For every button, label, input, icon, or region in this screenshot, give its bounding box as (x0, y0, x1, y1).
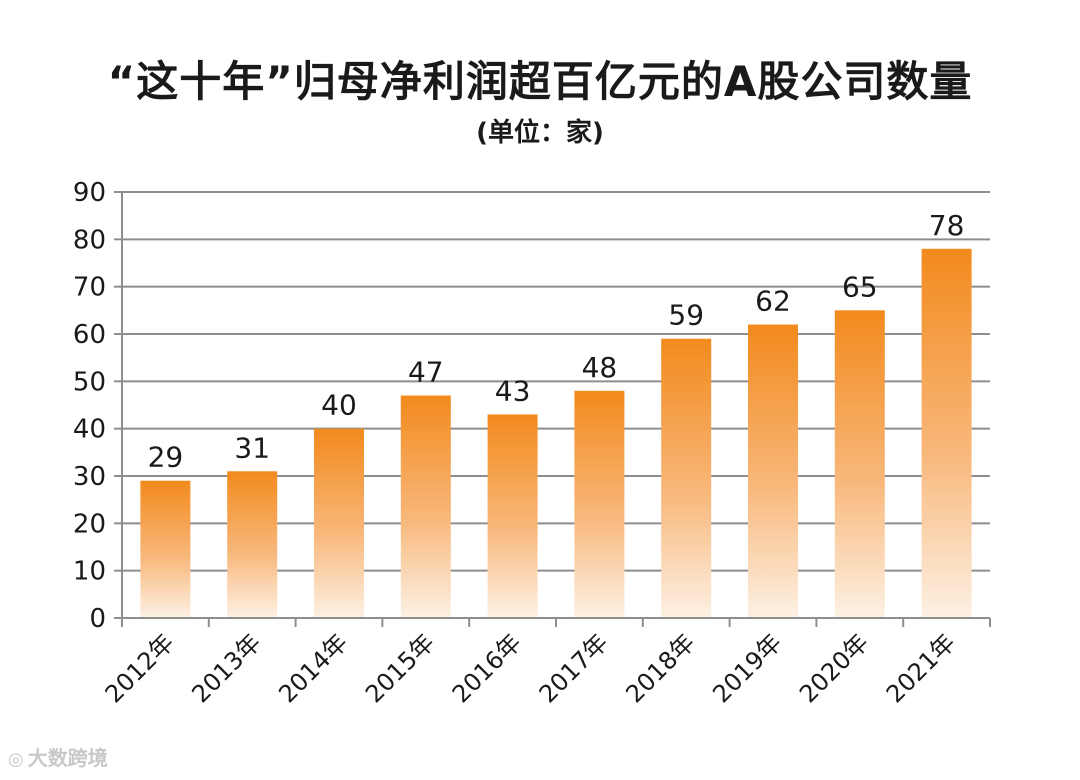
y-tick-label: 50 (73, 367, 106, 397)
y-tick-label: 30 (73, 462, 106, 492)
bar (574, 390, 625, 618)
data-label: 62 (755, 285, 791, 318)
data-label: 29 (148, 441, 184, 474)
data-label: 40 (321, 389, 357, 422)
bar (921, 248, 972, 619)
y-tick-label: 60 (73, 320, 106, 350)
bar (661, 338, 712, 618)
chart-subtitle: (单位：家) (476, 118, 604, 148)
bar (400, 395, 451, 618)
x-tick-label: 2020年 (794, 628, 874, 708)
y-tick-label: 20 (73, 509, 106, 539)
bar (314, 428, 364, 618)
data-label: 65 (842, 270, 878, 303)
x-tick-label: 2014年 (273, 628, 353, 708)
bar (140, 480, 191, 618)
x-tick-label: 2019年 (707, 628, 787, 708)
x-tick-label: 2017年 (534, 628, 614, 708)
y-tick-label: 90 (73, 178, 106, 208)
bar (834, 310, 885, 618)
y-tick-label: 0 (89, 604, 106, 634)
y-tick-label: 40 (73, 415, 106, 445)
x-tick-label: 2018年 (620, 628, 700, 708)
data-label: 78 (929, 209, 965, 242)
bar (227, 471, 278, 618)
y-tick-label: 70 (73, 273, 106, 303)
watermark-text: 大数跨境 (27, 746, 108, 770)
x-tick-label: 2016年 (447, 628, 527, 708)
data-label: 48 (582, 351, 618, 384)
x-tick-label: 2021年 (881, 628, 961, 708)
y-tick-label: 80 (73, 225, 106, 255)
bar (748, 324, 798, 618)
x-tick-label: 2015年 (360, 628, 440, 708)
data-label: 31 (234, 431, 270, 464)
x-tick-label: 2012年 (100, 628, 180, 708)
data-label: 59 (668, 299, 704, 332)
x-tick-label: 2013年 (186, 628, 266, 708)
data-label: 43 (495, 374, 531, 407)
watermark: ◎ 大数跨境 (8, 742, 108, 771)
chart-title: “这十年”归母净利润超百亿元的A股公司数量 (107, 57, 973, 106)
bar (487, 414, 538, 618)
y-tick-label: 10 (73, 557, 106, 587)
data-label: 47 (408, 356, 444, 389)
logo-icon: ◎ (8, 749, 24, 770)
